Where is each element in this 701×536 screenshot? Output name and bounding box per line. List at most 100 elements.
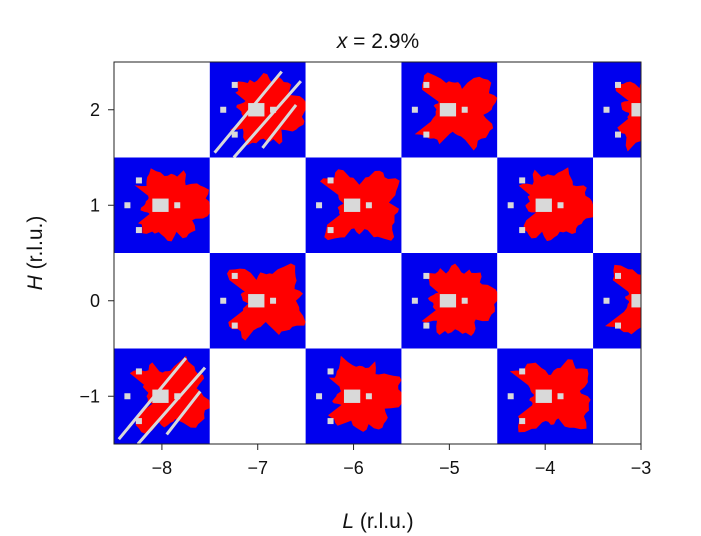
peak-satellite — [603, 106, 610, 113]
heatmap-cell — [209, 62, 306, 159]
peak-satellite — [124, 393, 131, 400]
peak-center — [535, 198, 552, 212]
peak-satellite — [327, 177, 334, 184]
peak-satellite — [557, 202, 564, 209]
peak-satellite — [615, 131, 622, 138]
heatmap-cell — [114, 253, 210, 349]
peak-satellite — [174, 393, 181, 400]
empty-cell — [401, 348, 498, 444]
red-region — [229, 73, 306, 146]
heatmap-cell — [593, 62, 641, 158]
plot-frame — [113, 61, 642, 445]
x-axis-label: L (r.l.u.) — [342, 510, 413, 533]
peak-satellite — [423, 322, 430, 329]
peak-satellite — [135, 177, 142, 184]
y-tick-label: 0 — [90, 291, 100, 311]
peak-satellite — [507, 393, 514, 400]
x-tick-label: −3 — [631, 458, 652, 478]
peak-satellite — [519, 227, 526, 234]
heatmap-cell — [305, 253, 402, 349]
x-tick-label: −8 — [152, 458, 173, 478]
heatmap-cell — [114, 157, 210, 253]
heatmap-cell — [497, 157, 594, 253]
peak-center — [152, 198, 169, 212]
peak-center — [439, 294, 457, 308]
empty-cell — [209, 157, 306, 253]
x-tick-label: −7 — [247, 458, 268, 478]
empty-cell — [114, 253, 210, 349]
peak-satellite — [615, 322, 622, 329]
peak-satellite — [461, 297, 468, 304]
peak-satellite — [519, 177, 526, 184]
peak-streak — [213, 70, 283, 154]
peak-satellite — [124, 202, 131, 209]
heatmap-cell — [114, 62, 210, 158]
peak-center — [439, 103, 457, 117]
y-axis-label: H (r.l.u.) — [24, 216, 47, 291]
heatmap-cell — [305, 62, 402, 158]
heatmap-cell — [114, 348, 210, 444]
empty-cell — [593, 348, 641, 444]
peak-satellite — [316, 393, 323, 400]
heatmap-cell — [209, 348, 306, 444]
peak-center — [343, 389, 361, 403]
red-region — [129, 355, 210, 434]
peak-satellite — [220, 297, 227, 304]
empty-cell — [497, 253, 594, 349]
empty-cell — [114, 62, 210, 158]
peak-satellite — [270, 297, 277, 304]
peak-satellite — [327, 368, 334, 375]
heatmap-cell — [401, 157, 498, 253]
peak-satellite — [231, 131, 238, 138]
peak-center — [248, 294, 265, 308]
peak-center — [631, 294, 641, 308]
peak-satellite — [423, 131, 430, 138]
heatmap-cell — [593, 348, 641, 444]
peak-satellite — [231, 322, 238, 329]
peak-center — [343, 198, 361, 212]
y-tick-label: −1 — [79, 386, 100, 406]
x-tick-label: −6 — [343, 458, 364, 478]
peak-satellite — [615, 272, 622, 279]
heatmap-cell — [497, 348, 594, 444]
peak-satellite — [365, 393, 372, 400]
peak-satellite — [519, 368, 526, 375]
peak-satellite — [461, 106, 468, 113]
peak-satellite — [270, 106, 277, 113]
red-region — [518, 167, 594, 242]
y-tick-label: 1 — [90, 195, 100, 215]
peak-satellite — [411, 106, 418, 113]
y-axis-ticks: −1 0 1 2 — [79, 100, 114, 406]
red-region — [227, 263, 306, 341]
heatmap-cell — [497, 253, 594, 349]
peak-satellite — [327, 227, 334, 234]
x-tick-label: −5 — [439, 458, 460, 478]
heatmap-cell — [401, 253, 498, 349]
heatmap-cell — [305, 157, 402, 253]
peak-streak — [136, 366, 207, 444]
peak-satellite — [174, 202, 181, 209]
heatmap-cell — [209, 253, 306, 349]
peak-streak — [261, 104, 298, 149]
x-axis-ticks: −8 −7 −6 −5 −4 −3 — [152, 444, 652, 478]
red-region — [615, 81, 641, 152]
red-region — [605, 264, 641, 335]
red-region — [134, 168, 210, 242]
heatmap-cell — [497, 62, 594, 158]
heatmap-cell — [401, 62, 498, 158]
heatmap-cell — [305, 348, 402, 444]
red-region — [421, 263, 498, 336]
peak-satellite — [557, 393, 564, 400]
chart-title: x = 2.9% — [336, 30, 419, 53]
peak-satellite — [615, 81, 622, 88]
peak-satellite — [231, 81, 238, 88]
heatmap-cell — [209, 157, 306, 253]
peak-satellite — [231, 272, 238, 279]
peak-streak — [117, 357, 188, 441]
peak-satellite — [135, 418, 142, 425]
empty-cell — [497, 62, 594, 158]
peak-satellite — [423, 81, 430, 88]
peak-satellite — [603, 297, 610, 304]
heatmap-cell — [401, 348, 498, 444]
